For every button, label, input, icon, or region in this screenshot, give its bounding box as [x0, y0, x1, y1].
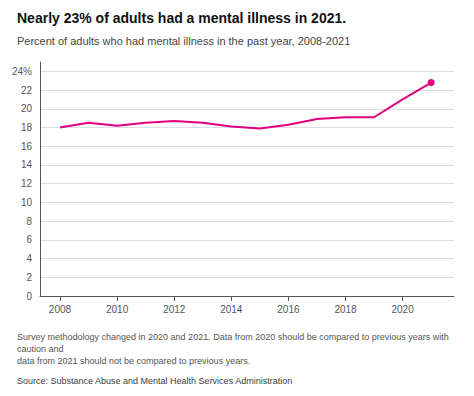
svg-text:24%: 24% — [12, 66, 32, 77]
svg-text:Source: Substance Abuse and Me: Source: Substance Abuse and Mental Healt… — [17, 376, 292, 386]
svg-text:6: 6 — [26, 234, 32, 245]
svg-text:2008: 2008 — [49, 304, 72, 315]
svg-text:0: 0 — [26, 291, 32, 302]
svg-text:Percent of adults who had ment: Percent of adults who had mental illness… — [17, 35, 350, 47]
svg-text:Survey methodology changed in: Survey methodology changed in 2020 and 2… — [17, 332, 451, 342]
svg-text:2012: 2012 — [163, 304, 186, 315]
svg-text:8: 8 — [26, 216, 32, 227]
svg-text:22: 22 — [21, 85, 33, 96]
svg-text:2010: 2010 — [106, 304, 129, 315]
svg-text:14: 14 — [21, 159, 33, 170]
svg-text:4: 4 — [26, 253, 32, 264]
svg-text:16: 16 — [21, 141, 33, 152]
svg-text:caution and: caution and — [17, 344, 64, 354]
svg-text:Nearly 23% of adults had a men: Nearly 23% of adults had a mental illnes… — [17, 10, 346, 26]
svg-text:10: 10 — [21, 197, 33, 208]
svg-text:data from 2021 should not be c: data from 2021 should not be compared to… — [17, 356, 250, 366]
svg-text:20: 20 — [21, 103, 33, 114]
svg-text:2020: 2020 — [391, 304, 414, 315]
svg-text:18: 18 — [21, 122, 33, 133]
svg-text:2018: 2018 — [334, 304, 357, 315]
svg-text:2014: 2014 — [220, 304, 243, 315]
svg-text:2016: 2016 — [277, 304, 300, 315]
svg-text:2: 2 — [26, 272, 32, 283]
svg-text:12: 12 — [21, 178, 33, 189]
